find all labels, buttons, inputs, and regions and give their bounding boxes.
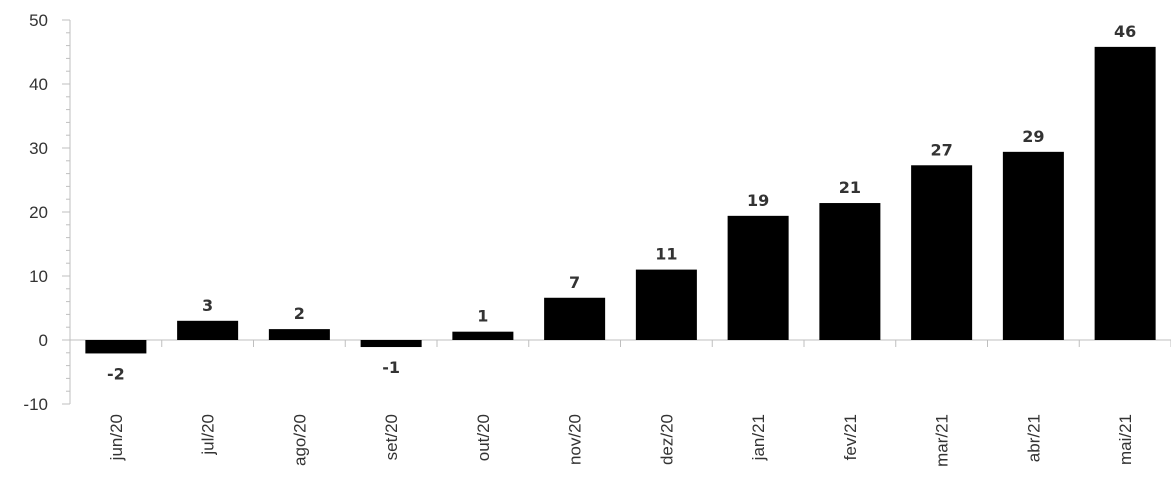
y-tick-label: -10 (23, 395, 48, 414)
y-tick-label: 50 (29, 11, 48, 30)
category-labels: jun/20 jul/20 ago/20 set/20 out/20 nov/20 dez/… (107, 414, 1135, 467)
x-axis (69, 339, 1171, 347)
data-label: -2 (107, 364, 125, 383)
bar (268, 329, 330, 340)
data-labels: -2 3 2 -1 1 7 11 19 21 27 29 46 (107, 22, 1136, 384)
category-label: set/20 (382, 414, 401, 460)
bar (452, 331, 514, 340)
category-label: out/20 (474, 414, 493, 461)
bar (727, 215, 789, 340)
data-label: 46 (1114, 22, 1136, 41)
data-label: 2 (294, 304, 305, 323)
data-label: 21 (839, 178, 861, 197)
data-label: -1 (382, 358, 400, 377)
bars (85, 46, 1156, 354)
category-label: jun/20 (107, 414, 126, 461)
data-label: 7 (569, 273, 580, 292)
bar (85, 340, 147, 354)
data-label: 11 (655, 245, 677, 264)
category-label: mai/21 (1116, 414, 1135, 465)
y-tick-label: 10 (29, 267, 48, 286)
bar (1094, 46, 1156, 340)
category-label: jul/20 (199, 414, 218, 456)
category-label: nov/20 (566, 414, 585, 465)
data-label: 29 (1022, 127, 1044, 146)
y-tick-label: 20 (29, 203, 48, 222)
y-tick-label: 30 (29, 139, 48, 158)
data-label: 27 (930, 140, 952, 159)
data-label: 19 (747, 191, 769, 210)
bar (360, 340, 422, 348)
y-axis: -10 0 10 20 30 40 50 (23, 11, 71, 414)
y-tick-label: 40 (29, 75, 48, 94)
category-label: jan/21 (749, 414, 768, 461)
bar (1002, 151, 1064, 340)
category-label: ago/20 (290, 414, 309, 466)
bar (911, 165, 973, 340)
y-tick-label: 0 (39, 331, 48, 350)
bar (819, 203, 881, 340)
category-label: abr/21 (1024, 414, 1043, 462)
bar (544, 297, 606, 340)
category-label: dez/20 (657, 414, 676, 465)
category-label: mar/21 (933, 414, 952, 467)
data-label: 3 (202, 296, 213, 315)
category-label: fev/21 (841, 414, 860, 460)
bar (177, 320, 239, 340)
bar (635, 269, 697, 340)
data-label: 1 (477, 307, 488, 326)
